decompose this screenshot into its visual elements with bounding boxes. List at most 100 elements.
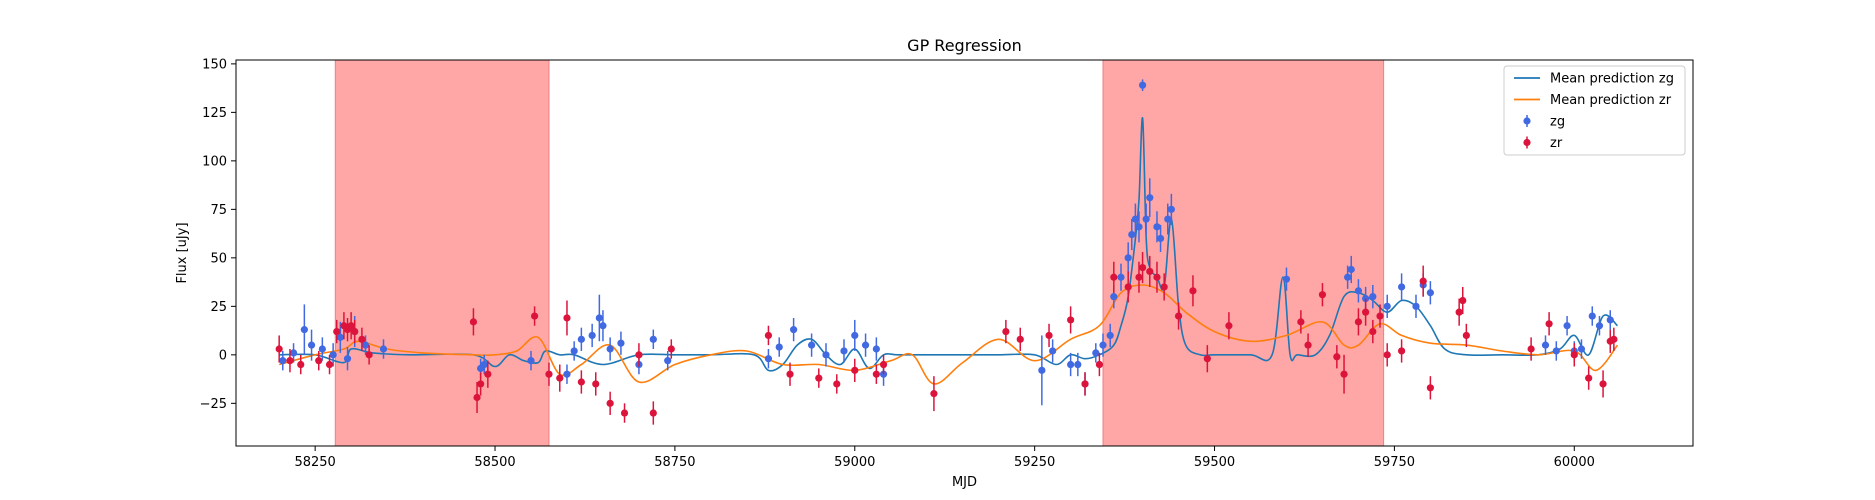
x-tick-label: 59250 bbox=[1014, 455, 1055, 470]
data-point-zr bbox=[930, 390, 938, 398]
data-point-zr bbox=[358, 335, 366, 343]
data-point-zg bbox=[790, 326, 798, 334]
data-point-zr bbox=[1016, 335, 1024, 343]
data-point-zg bbox=[1124, 254, 1132, 262]
data-point-zg bbox=[617, 339, 625, 347]
data-point-zg bbox=[1128, 230, 1136, 239]
data-point-zg bbox=[606, 345, 614, 353]
data-point-zr bbox=[1081, 380, 1089, 388]
data-point-zg bbox=[1092, 349, 1100, 357]
data-point-zg bbox=[1354, 287, 1363, 295]
data-point-zg bbox=[1282, 275, 1291, 283]
data-point-zg bbox=[1117, 273, 1125, 281]
data-point-zr bbox=[1376, 312, 1384, 320]
data-point-zg bbox=[588, 331, 596, 340]
data-point-zr bbox=[556, 374, 564, 382]
data-points bbox=[275, 79, 1618, 425]
data-point-zr bbox=[786, 370, 794, 378]
data-point-zr bbox=[1110, 273, 1118, 281]
x-axis-label: MJD bbox=[952, 475, 977, 490]
data-point-zg bbox=[1541, 341, 1550, 349]
data-point-zr bbox=[1333, 353, 1341, 361]
data-point-zr bbox=[1610, 335, 1618, 343]
data-point-zg bbox=[1595, 322, 1604, 330]
data-point-zg bbox=[289, 349, 298, 357]
x-tick-label: 58500 bbox=[474, 455, 515, 470]
data-point-zg bbox=[577, 335, 585, 343]
data-point-zg bbox=[775, 343, 783, 351]
data-point-zr bbox=[1419, 277, 1427, 285]
data-point-zg bbox=[329, 351, 337, 359]
data-point-zr bbox=[1462, 331, 1470, 340]
legend-swatch-marker bbox=[1523, 138, 1531, 147]
data-point-zr bbox=[872, 370, 880, 378]
y-tick-label: 50 bbox=[210, 251, 227, 266]
data-point-zg bbox=[343, 355, 352, 363]
data-point-zr bbox=[764, 331, 773, 340]
data-point-zr bbox=[1189, 287, 1197, 295]
data-point-zr bbox=[815, 374, 823, 382]
data-point-zr bbox=[1135, 273, 1143, 281]
data-point-zg bbox=[1106, 331, 1114, 340]
data-point-zg bbox=[1398, 283, 1406, 291]
data-point-zr bbox=[1160, 283, 1168, 291]
data-point-zr bbox=[347, 322, 355, 330]
y-axis-label: Flux [uJy] bbox=[175, 222, 190, 283]
data-point-zr bbox=[1362, 308, 1370, 316]
y-tick-label: 75 bbox=[210, 203, 227, 218]
x-tick-label: 60000 bbox=[1554, 455, 1595, 470]
data-point-zg bbox=[1167, 205, 1175, 213]
data-point-zr bbox=[1585, 374, 1593, 382]
data-point-zg bbox=[1067, 360, 1075, 369]
data-point-zr bbox=[1369, 327, 1377, 336]
shaded-region bbox=[1102, 59, 1385, 447]
data-point-zg bbox=[1099, 341, 1107, 349]
data-point-zr bbox=[473, 393, 481, 402]
x-tick-label: 59000 bbox=[834, 455, 875, 470]
y-tick-label: 100 bbox=[202, 154, 227, 169]
data-point-zg bbox=[764, 355, 773, 363]
legend-label: zr bbox=[1550, 136, 1563, 151]
data-point-zg bbox=[840, 347, 848, 355]
data-point-zg bbox=[318, 345, 326, 353]
data-point-zr bbox=[620, 409, 629, 417]
y-tick-label: 25 bbox=[210, 300, 227, 315]
legend-swatch-marker bbox=[1523, 117, 1531, 125]
data-point-zr bbox=[1340, 370, 1348, 378]
data-point-zr bbox=[297, 360, 305, 369]
data-point-zg bbox=[300, 326, 308, 334]
data-point-zg bbox=[1142, 215, 1150, 223]
data-point-zr bbox=[577, 378, 585, 386]
shaded-regions bbox=[334, 59, 1385, 447]
data-point-zr bbox=[1545, 320, 1553, 328]
data-point-zr bbox=[1599, 380, 1607, 388]
data-point-zg bbox=[1344, 273, 1352, 281]
data-point-zr bbox=[1095, 360, 1104, 369]
data-point-zg bbox=[1049, 347, 1057, 355]
x-axis-ticks: 58250 58500 58750 59000 59250 59500 59750 60000 bbox=[294, 446, 1595, 470]
data-point-zr bbox=[325, 360, 334, 369]
data-point-zg bbox=[822, 351, 830, 359]
data-point-zr bbox=[1383, 351, 1391, 359]
data-point-zg bbox=[664, 357, 672, 365]
data-point-zg bbox=[1369, 293, 1377, 301]
y-tick-label: 150 bbox=[202, 57, 227, 72]
data-point-zg bbox=[361, 341, 370, 349]
data-point-zr bbox=[1318, 291, 1327, 299]
data-point-zr bbox=[592, 380, 600, 388]
x-tick-label: 59750 bbox=[1374, 455, 1415, 470]
data-point-zr bbox=[1045, 331, 1053, 340]
data-point-zg bbox=[570, 347, 578, 355]
data-point-zr bbox=[530, 312, 539, 320]
data-point-zr bbox=[315, 357, 323, 365]
data-point-zr bbox=[1174, 312, 1183, 320]
data-point-zg bbox=[1383, 302, 1391, 310]
data-point-zg bbox=[1074, 360, 1082, 369]
series-line-zr bbox=[278, 284, 1619, 385]
legend-label: zg bbox=[1550, 115, 1565, 130]
data-point-zg bbox=[1138, 81, 1147, 89]
data-point-zr bbox=[879, 360, 888, 369]
shaded-region bbox=[334, 59, 550, 447]
data-point-zr bbox=[1459, 296, 1467, 305]
